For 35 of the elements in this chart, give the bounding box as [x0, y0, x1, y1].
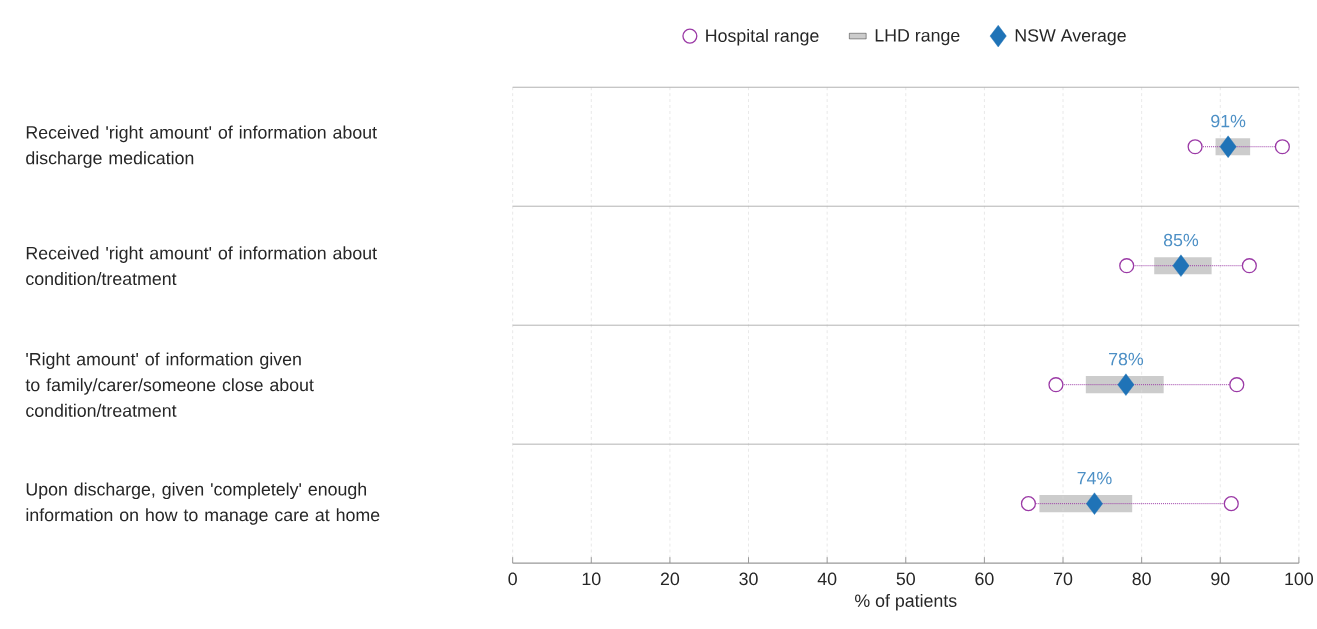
- y-tick-label: 'Right amount' of information given to family/carer/someone close about condition/treatment: [25, 352, 314, 418]
- x-tick-label: 20: [660, 572, 680, 586]
- x-tick-label: 100: [1285, 572, 1314, 586]
- point: [1241, 258, 1257, 274]
- x-tick-label: 50: [896, 572, 915, 586]
- point: [1172, 254, 1190, 278]
- point: [1223, 496, 1239, 512]
- legend-label: Hospital range: [706, 29, 819, 46]
- data-label: 85%: [1163, 233, 1199, 247]
- y-tick-label: Upon discharge, given 'completely' enough information on how to manage care at home: [26, 482, 380, 525]
- x-tick-label: 80: [1132, 572, 1151, 586]
- x-tick-label: 90: [1211, 572, 1230, 586]
- y-tick-label: Received 'right amount' of information about discharge medication: [26, 125, 377, 169]
- data-label: 91%: [1211, 114, 1246, 128]
- x-tick-label: 0: [508, 572, 517, 586]
- point: [1229, 377, 1245, 393]
- x-tick-label: 30: [739, 572, 758, 586]
- point: [1187, 139, 1203, 155]
- x-tick-label: 70: [1054, 572, 1073, 586]
- x-tick-label: 60: [975, 572, 994, 586]
- x-axis-title: % of patients: [855, 594, 957, 611]
- x-tick-label: 40: [817, 572, 837, 586]
- legend-label: NSW Average: [1015, 29, 1126, 46]
- point: [1086, 492, 1103, 515]
- data-label: 78%: [1109, 352, 1144, 366]
- point: [1119, 258, 1135, 274]
- y-tick-label: Received 'right amount' of information about condition/treatment: [26, 246, 377, 286]
- point: [1117, 373, 1135, 396]
- point: [1274, 139, 1290, 155]
- x-tick-label: 10: [582, 572, 601, 586]
- data-label: 74%: [1077, 472, 1112, 485]
- point: [1020, 496, 1037, 512]
- point: [1219, 135, 1237, 159]
- legend-label: LHD range: [875, 29, 960, 46]
- point: [1048, 377, 1064, 393]
